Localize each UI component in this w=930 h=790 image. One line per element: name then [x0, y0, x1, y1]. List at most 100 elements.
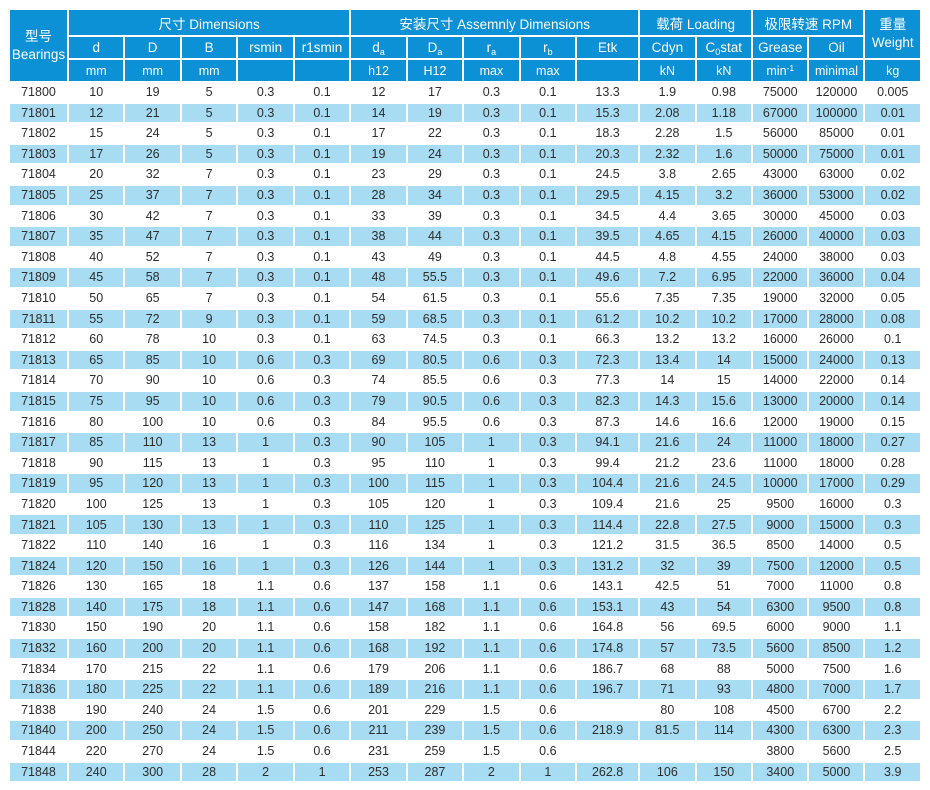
table-row-71848: 71848 240 300 28 2 1 253 287 2 1 262.8 106 150 3400 50…	[10, 762, 920, 782]
table-cell: 0.6	[313, 702, 331, 717]
table-cell: 3.8	[658, 167, 677, 182]
table-cell: 0.02	[865, 185, 920, 205]
table-cell: 0.1	[520, 144, 576, 164]
table-cell: 144	[407, 556, 463, 576]
table-cell: 95	[125, 391, 180, 411]
group-header-rpm: 极限转速 RPM	[753, 10, 864, 35]
table-cell: 0.1	[294, 103, 350, 123]
table-cell: 21	[125, 103, 180, 123]
bearing-model: 71819	[10, 474, 67, 493]
table-cell: 0.1	[539, 249, 557, 264]
bearing-model: 71807	[10, 227, 67, 246]
table-cell: 9	[181, 309, 237, 329]
table-row-71822: 71822 110 140 16 1 0.3 116 134 1 0.3 121.2 31.5 36.5…	[10, 536, 920, 555]
table-cell: 0.02	[880, 167, 905, 182]
table-cell: 0.27	[865, 433, 920, 452]
table-cell: 24	[202, 744, 217, 759]
table-cell: 61.2	[577, 309, 639, 329]
table-cell: 109.4	[591, 496, 624, 511]
table-cell: 21.6	[640, 433, 695, 452]
table-cell: 32	[145, 167, 160, 182]
table-cell: 2.2	[884, 702, 902, 717]
unit-header-Etk	[577, 60, 639, 81]
table-cell: 11000	[819, 579, 854, 594]
unit-header-Oil: minimal	[809, 60, 864, 81]
table-cell: 1	[464, 474, 519, 493]
table-cell: 15	[716, 373, 731, 388]
table-cell: 110	[424, 455, 445, 470]
table-cell: 17000	[809, 474, 864, 493]
table-cell: 7000	[809, 680, 864, 699]
table-cell: 12	[69, 103, 124, 123]
table-cell: 0.3	[464, 268, 519, 287]
table-cell: 69.5	[711, 620, 736, 635]
table-cell: 0.3	[482, 167, 501, 182]
table-cell: 5600	[753, 639, 808, 658]
table-cell: 130	[125, 515, 180, 535]
table-cell: 28000	[809, 309, 864, 329]
table-cell: 45	[69, 268, 124, 287]
table-cell: 31.5	[655, 538, 680, 553]
table-cell: 0.13	[865, 350, 920, 370]
unit-header-r1smin	[294, 60, 350, 81]
table-cell: 65	[145, 290, 160, 305]
table-cell: 0.3	[539, 496, 557, 511]
table-cell: 150	[85, 620, 107, 635]
table-cell: 179	[368, 661, 389, 676]
table-cell: 0.3	[238, 227, 293, 246]
column-header-weight-en: Weight	[871, 35, 914, 50]
table-cell: 6300	[809, 721, 864, 740]
table-cell: 0.01	[865, 103, 920, 123]
table-cell: 26	[125, 144, 180, 164]
table-cell: 4800	[753, 680, 808, 699]
table-cell: 10	[202, 414, 217, 429]
table-cell: 10.2	[696, 309, 752, 329]
table-cell: 1.5	[256, 744, 275, 759]
table-cell: 88	[716, 661, 731, 676]
table-cell: 9000	[822, 620, 851, 635]
table-cell: 0.1	[294, 144, 350, 164]
table-cell: 67000	[753, 103, 808, 123]
table-row-71819: 71819 95 120 13 1 0.3 100 115 1 0.3 104.4 21.6 24.5 1…	[10, 474, 920, 493]
table-cell: 2	[464, 762, 519, 782]
unit-header-D: mm	[125, 60, 180, 81]
table-cell: 300	[125, 762, 180, 782]
table-cell: 0.6	[294, 680, 350, 699]
table-cell: 95	[371, 455, 386, 470]
table-cell: 1.18	[696, 103, 752, 123]
table-cell: 19	[407, 103, 463, 123]
table-cell: 25	[716, 496, 731, 511]
table-cell: 75000	[762, 85, 798, 100]
table-cell: 85	[125, 350, 180, 370]
table-cell: 0.3	[884, 496, 902, 511]
table-cell: 0.3	[520, 350, 576, 370]
bearing-model: 71818	[21, 455, 56, 470]
table-cell: 13	[202, 455, 217, 470]
table-cell: 6000	[766, 620, 795, 635]
table-cell: 18	[181, 597, 237, 617]
table-cell: 81.5	[640, 721, 695, 740]
bearing-model: 71811	[10, 309, 67, 329]
table-cell: 4300	[753, 721, 808, 740]
table-cell: 3800	[766, 744, 795, 759]
table-cell: 43000	[762, 167, 798, 182]
table-cell: 56	[660, 620, 675, 635]
column-header-weight-cn: 重量	[879, 16, 907, 32]
bearing-model: 71805	[10, 185, 67, 205]
table-cell: 192	[407, 639, 463, 658]
subcol-header-B: B	[181, 37, 237, 58]
table-cell: 253	[351, 762, 406, 782]
table-row-71830: 71830 150 190 20 1.1 0.6 158 182 1.1 0.6 164.8 56 69…	[10, 618, 920, 637]
table-cell: 186.7	[591, 661, 624, 676]
table-cell: 0.5	[884, 538, 902, 553]
table-cell: 0.1	[313, 290, 331, 305]
table-cell: 196.7	[577, 680, 639, 699]
table-cell: 68	[660, 661, 675, 676]
table-cell: 1	[262, 455, 270, 470]
table-cell: 0.1	[884, 332, 902, 347]
table-body: 71800 10 19 5 0.3 0.1 12 17 0.3 0.1 13.3 1.9 0.98 750…	[10, 83, 920, 782]
table-cell: 14	[660, 373, 675, 388]
table-cell: 1.5	[715, 126, 733, 141]
table-cell: 0.005	[877, 85, 909, 100]
table-cell: 0.28	[880, 455, 905, 470]
